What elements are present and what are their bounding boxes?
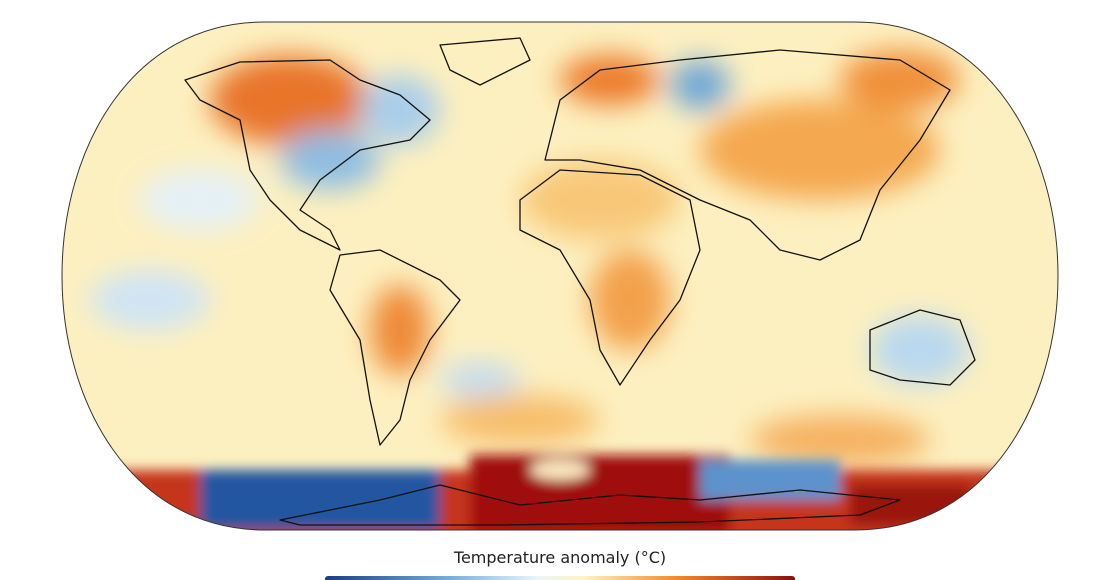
- legend-title: Temperature anomaly (°C): [453, 548, 666, 567]
- colorbar: [325, 576, 795, 580]
- coastlines: [184, 37, 976, 526]
- map-border: [61, 21, 1059, 531]
